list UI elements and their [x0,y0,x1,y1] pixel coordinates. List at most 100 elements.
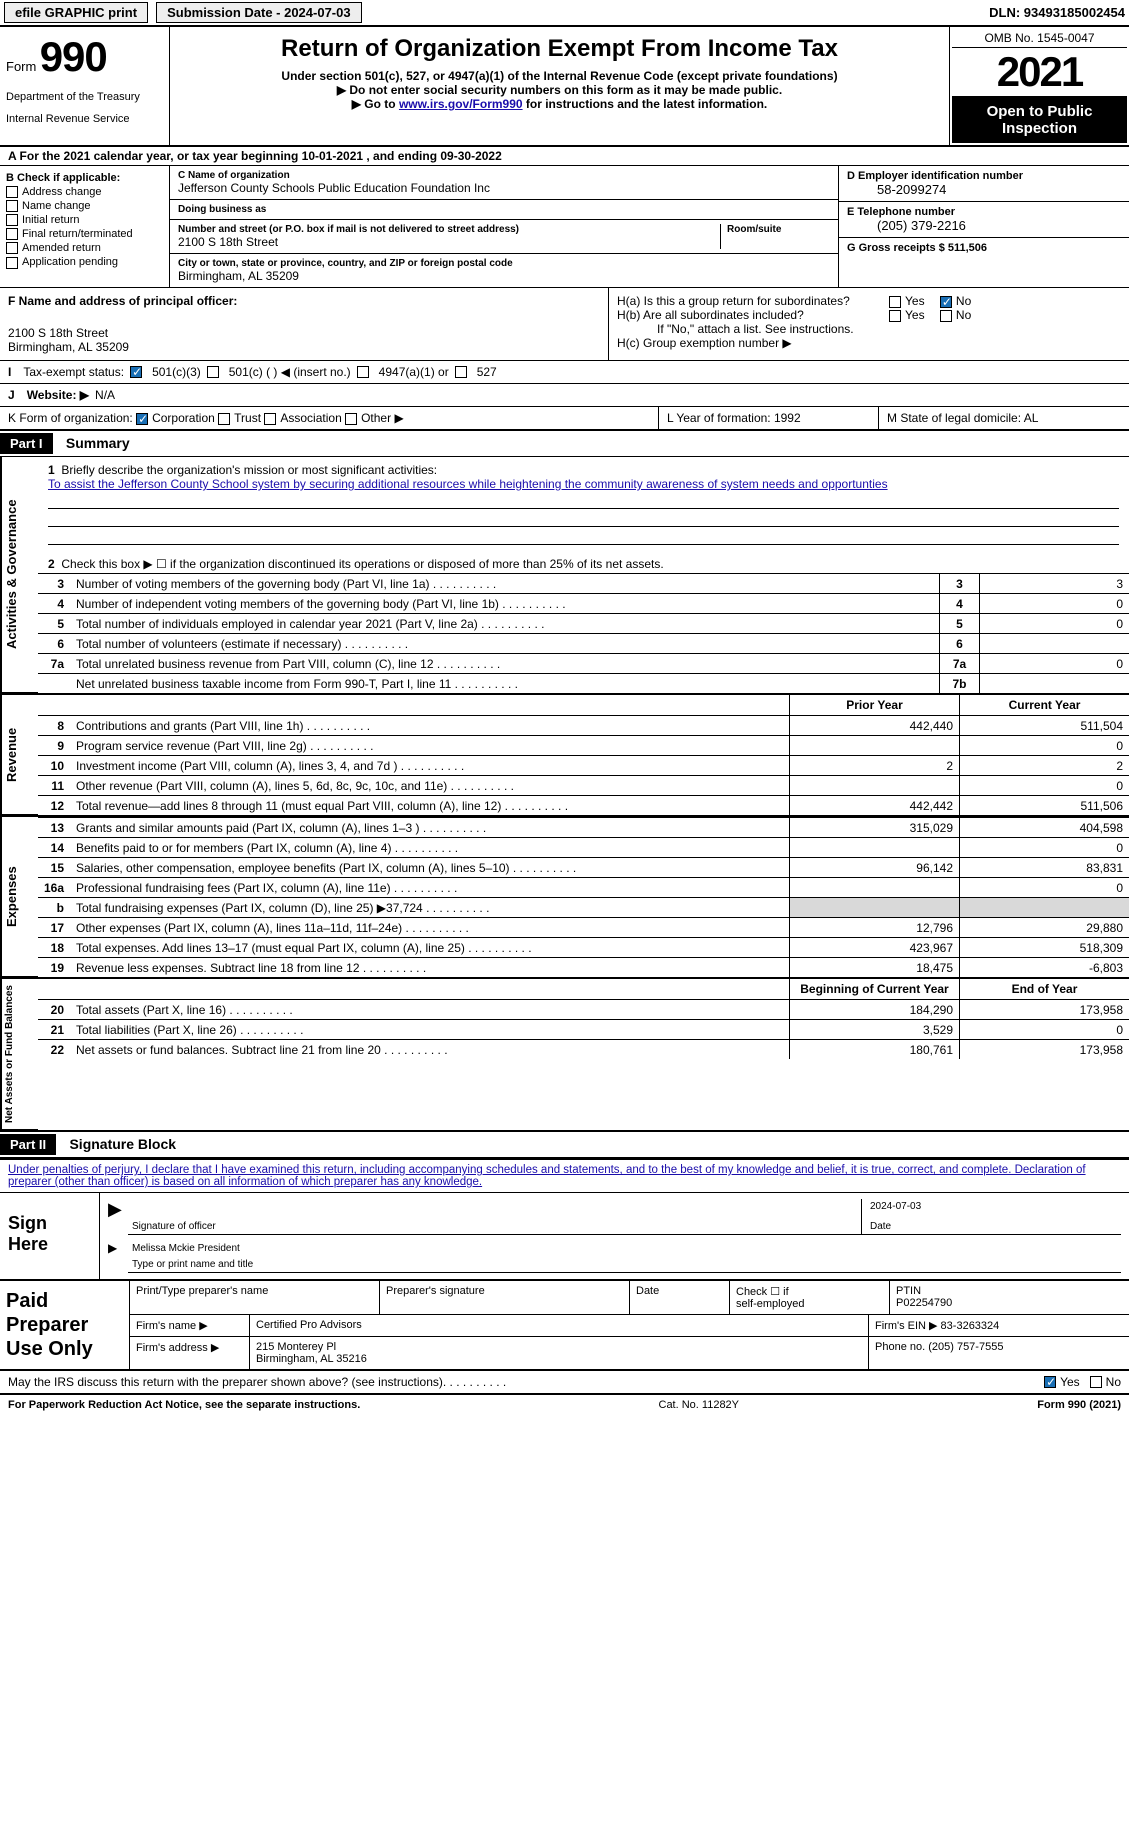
summary-row: 8Contributions and grants (Part VIII, li… [38,715,1129,735]
row-j-website: J Website: ▶ N/A [0,384,1129,407]
row-k-form-org: K Form of organization: Corporation Trus… [0,407,659,429]
arrow-icon: ▶ [108,1241,128,1273]
summary-row: 17Other expenses (Part IX, column (A), l… [38,917,1129,937]
ha-label: H(a) Is this a group return for subordin… [617,294,877,308]
summary-row: 14Benefits paid to or for members (Part … [38,837,1129,857]
efile-button[interactable]: efile GRAPHIC print [4,2,148,23]
col-de: D Employer identification number 58-2099… [839,166,1129,287]
row-l-year: L Year of formation: 1992 [659,407,879,429]
firm-ein: Firm's EIN ▶ 83-3263324 [869,1315,1129,1336]
discuss-no[interactable] [1090,1376,1102,1388]
row-klm: K Form of organization: Corporation Trus… [0,407,1129,431]
vlabel-revenue: Revenue [0,695,38,815]
year-box: OMB No. 1545-0047 2021 Open to Public In… [949,27,1129,145]
summary-net-assets: Net Assets or Fund Balances Beginning of… [0,979,1129,1132]
check-trust[interactable] [218,413,230,425]
col-c-name-address: C Name of organization Jefferson County … [170,166,839,287]
sig-date-label: Date [870,1221,891,1232]
col-b-head: B Check if applicable: [6,172,163,184]
street-label: Number and street (or P.O. box if mail i… [178,224,720,235]
line-a-tax-year: A For the 2021 calendar year, or tax yea… [0,147,1129,166]
net-header-row: Beginning of Current Year End of Year [38,979,1129,999]
check-initial-return[interactable] [6,214,18,226]
line2-text: Check this box ▶ ☐ if the organization d… [61,557,663,571]
hc-label: H(c) Group exemption number ▶ [617,336,792,350]
ha-no[interactable] [940,296,952,308]
summary-row: 4Number of independent voting members of… [38,593,1129,613]
identity-block: B Check if applicable: Address change Na… [0,166,1129,288]
check-address-change[interactable] [6,186,18,198]
form-header: Form 990 Department of the Treasury Inte… [0,27,1129,147]
footer-notice: For Paperwork Reduction Act Notice, see … [8,1399,360,1411]
ha-yes[interactable] [889,296,901,308]
check-501c3[interactable] [130,366,142,378]
footer-form: Form 990 (2021) [1037,1399,1121,1411]
check-527[interactable] [455,366,467,378]
summary-row: 11Other revenue (Part VIII, column (A), … [38,775,1129,795]
prep-row2: Firm's name ▶ Certified Pro Advisors Fir… [130,1315,1129,1337]
row-m-state: M State of legal domicile: AL [879,407,1129,429]
check-corporation[interactable] [136,413,148,425]
firm-addr2: Birmingham, AL 35216 [256,1353,367,1365]
officer-name-label: Type or print name and title [132,1259,253,1270]
summary-row: 3Number of voting members of the governi… [38,573,1129,593]
tax-year: 2021 [952,48,1127,97]
prep-row1: Print/Type preparer's name Preparer's si… [130,1281,1129,1315]
org-name: Jefferson County Schools Public Educatio… [178,181,830,195]
check-name-change[interactable] [6,200,18,212]
check-501c[interactable] [207,366,219,378]
form-number: 990 [40,33,107,80]
footer-catno: Cat. No. 11282Y [360,1399,1037,1411]
sign-here-label: Sign Here [0,1193,100,1279]
summary-revenue: Revenue Prior Year Current Year 8Contrib… [0,695,1129,817]
summary-row: 18Total expenses. Add lines 13–17 (must … [38,937,1129,957]
discuss-row: May the IRS discuss this return with the… [0,1371,1129,1395]
check-association[interactable] [264,413,276,425]
efile-topbar: efile GRAPHIC print Submission Date - 20… [0,0,1129,27]
room-label: Room/suite [727,224,830,235]
summary-row: 20Total assets (Part X, line 16)184,2901… [38,999,1129,1019]
hb-yes[interactable] [889,310,901,322]
col-b-checkboxes: B Check if applicable: Address change Na… [0,166,170,287]
summary-activities: Activities & Governance 1 Briefly descri… [0,457,1129,695]
sig-officer-label: Signature of officer [132,1221,216,1232]
hb-note: If "No," attach a list. See instructions… [617,322,1121,336]
rev-header-row: Prior Year Current Year [38,695,1129,715]
city-label: City or town, state or province, country… [178,258,830,269]
firm-name: Certified Pro Advisors [250,1315,869,1336]
officer-addr1: 2100 S 18th Street [8,326,600,340]
check-application-pending[interactable] [6,257,18,269]
summary-row: 7aTotal unrelated business revenue from … [38,653,1129,673]
subtitle-3: ▶ Go to www.irs.gov/Form990 for instruct… [180,97,939,111]
summary-row: 16aProfessional fundraising fees (Part I… [38,877,1129,897]
summary-row: 21Total liabilities (Part X, line 26)3,5… [38,1019,1129,1039]
summary-row: 9Program service revenue (Part VIII, lin… [38,735,1129,755]
summary-row: 5Total number of individuals employed in… [38,613,1129,633]
gross-receipts: G Gross receipts $ 511,506 [847,242,1121,254]
check-final-return[interactable] [6,228,18,240]
arrow-icon: ▶ [108,1199,128,1235]
hb-no[interactable] [940,310,952,322]
group-return: H(a) Is this a group return for subordin… [609,288,1129,360]
check-other[interactable] [345,413,357,425]
instructions-link[interactable]: www.irs.gov/Form990 [399,97,523,111]
discuss-yes[interactable] [1044,1376,1056,1388]
open-to-public: Open to Public Inspection [952,97,1127,143]
mission-text: To assist the Jefferson County School sy… [48,477,888,491]
form-title: Return of Organization Exempt From Incom… [180,35,939,63]
form-prefix: Form [6,59,36,74]
block-fgh: F Name and address of principal officer:… [0,288,1129,361]
form-id-box: Form 990 Department of the Treasury Inte… [0,27,170,145]
check-amended[interactable] [6,242,18,254]
treasury-label: Department of the Treasury [6,91,163,103]
vlabel-net-assets: Net Assets or Fund Balances [0,979,38,1130]
irs-label: Internal Revenue Service [6,113,163,125]
officer-addr2: Birmingham, AL 35209 [8,340,600,354]
firm-phone: Phone no. (205) 757-7555 [869,1337,1129,1369]
summary-row: Net unrelated business taxable income fr… [38,673,1129,693]
check-4947[interactable] [357,366,369,378]
omb-number: OMB No. 1545-0047 [952,29,1127,48]
paid-preparer-block: Paid Preparer Use Only Print/Type prepar… [0,1281,1129,1371]
dln-number: DLN: 93493185002454 [989,5,1125,20]
hb-label: H(b) Are all subordinates included? [617,308,877,322]
